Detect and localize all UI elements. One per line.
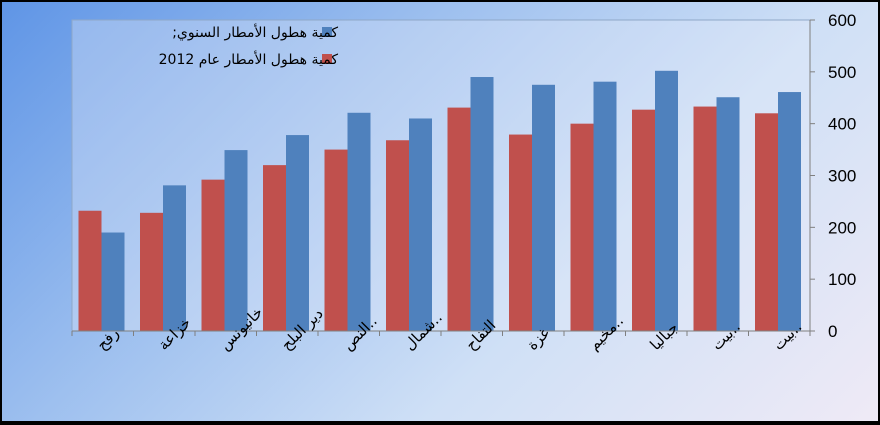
y-tick-label: 100	[828, 270, 856, 289]
bar-annual-rainfall	[470, 77, 494, 332]
bar-annual-rainfall	[655, 70, 678, 332]
bar-annual-rainfall	[409, 118, 432, 331]
y-tick-label: 300	[828, 167, 856, 186]
legend-swatch	[322, 54, 332, 64]
bar-rainfall-2012	[324, 149, 348, 331]
plot-background	[71, 19, 811, 332]
bar-rainfall-2012	[263, 165, 286, 331]
y-tick-label: 400	[828, 115, 856, 134]
bar-annual-rainfall	[778, 92, 801, 331]
bars-layer	[78, 70, 801, 332]
plot-area	[71, 19, 811, 332]
bar-rainfall-2012	[570, 123, 594, 332]
bar-annual-rainfall	[224, 150, 248, 331]
bar-annual-rainfall	[347, 112, 371, 331]
y-tick-label: 500	[828, 63, 856, 82]
bar-rainfall-2012	[693, 106, 717, 331]
bar-annual-rainfall	[286, 135, 309, 331]
value-axis: 0 100 200 300 400 500 600	[71, 11, 856, 341]
bar-rainfall-2012	[632, 109, 655, 332]
bar-annual-rainfall	[101, 232, 125, 331]
bar-annual-rainfall	[716, 97, 740, 332]
legend-label: كمية هطول الأمطار السنوي;	[172, 23, 338, 41]
bar-rainfall-2012	[755, 113, 778, 331]
legend: كمية هطول الأمطار السنوي; كمية هطول الأمط…	[159, 23, 339, 68]
y-tick-label: 0	[828, 322, 837, 341]
legend-label: كمية هطول الأمطار عام 2012	[159, 50, 339, 68]
bar-rainfall-2012	[447, 107, 471, 332]
bar-annual-rainfall	[593, 81, 617, 331]
y-tick-label: 200	[828, 218, 856, 237]
bar-rainfall-2012	[509, 134, 532, 331]
bar-rainfall-2012	[201, 179, 225, 331]
y-tick-label: 600	[828, 11, 856, 30]
bar-rainfall-2012	[78, 210, 102, 331]
bar-annual-rainfall	[163, 185, 186, 331]
bar-rainfall-2012	[140, 212, 163, 331]
legend-swatch	[322, 27, 332, 37]
bar-annual-rainfall	[532, 84, 555, 332]
bar-rainfall-2012	[386, 140, 409, 331]
